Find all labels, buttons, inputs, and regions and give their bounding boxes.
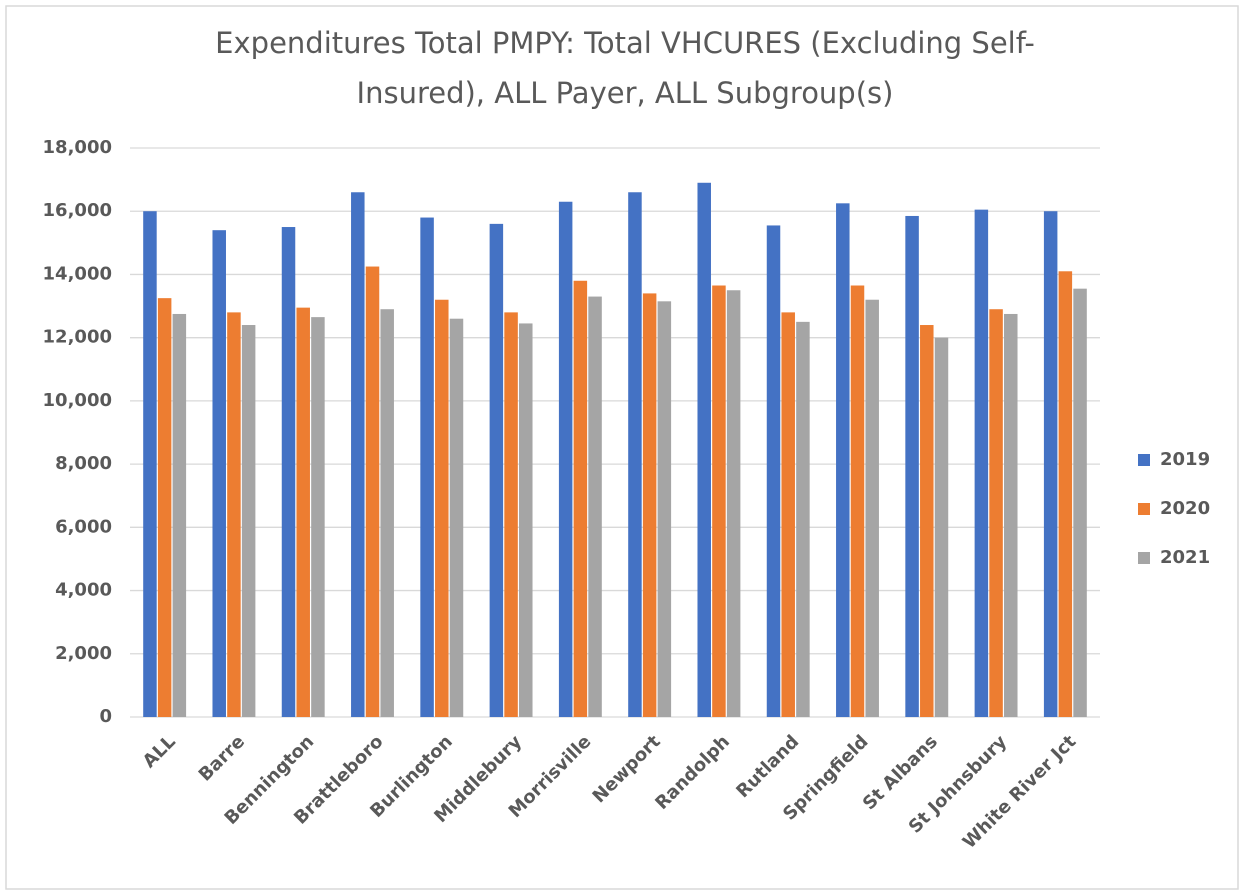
bar [380,309,394,717]
bar [212,230,226,717]
bar [241,325,256,717]
bar [1058,271,1073,717]
bar [697,182,711,717]
legend-swatch [1138,503,1150,515]
bar [920,325,934,717]
bar [449,318,464,717]
bar [712,285,726,717]
y-tick-label: 10,000 [43,390,112,411]
chart-border [5,5,1239,890]
bar [365,266,380,717]
bar [489,223,504,717]
y-tick-label: 16,000 [43,200,112,221]
y-tick-label: 4,000 [55,580,112,601]
bar [642,293,657,717]
bar [420,217,434,718]
y-tick-label: 0 [99,706,112,727]
bar [296,307,310,717]
bar [351,192,365,717]
bar [573,280,588,717]
bar [974,209,989,717]
bar [1073,288,1087,717]
bar [519,323,533,717]
bar [850,285,865,717]
bar [865,299,879,717]
bar [905,215,919,718]
bar [588,296,602,717]
bar [1004,313,1018,717]
legend-swatch [1138,552,1150,564]
legend-label: 2019 [1160,449,1210,470]
bar [726,290,741,717]
bar [934,337,949,717]
bar [311,317,325,717]
y-tick-label: 12,000 [43,327,112,348]
bar [657,301,672,717]
bar [504,312,518,717]
bar [836,203,850,717]
bar [157,298,172,717]
legend-swatch [1138,454,1150,466]
chart-title: Expenditures Total PMPY: Total VHCURES (… [215,26,1035,110]
y-tick-label: 8,000 [55,453,112,474]
bar [1043,211,1058,717]
bar [628,192,642,717]
bar [766,225,781,718]
bar [781,312,795,717]
y-tick-label: 2,000 [55,643,112,664]
bar [558,201,573,717]
bar [281,227,296,717]
y-tick-label: 6,000 [55,516,112,537]
bar [435,299,449,717]
bar [143,211,157,717]
bar [989,309,1003,717]
legend-label: 2020 [1160,498,1210,519]
y-tick-label: 18,000 [43,137,112,158]
y-tick-label: 14,000 [43,263,112,284]
legend-label: 2021 [1160,547,1210,568]
bar [227,312,241,717]
bar [172,313,187,717]
bar [796,321,810,717]
